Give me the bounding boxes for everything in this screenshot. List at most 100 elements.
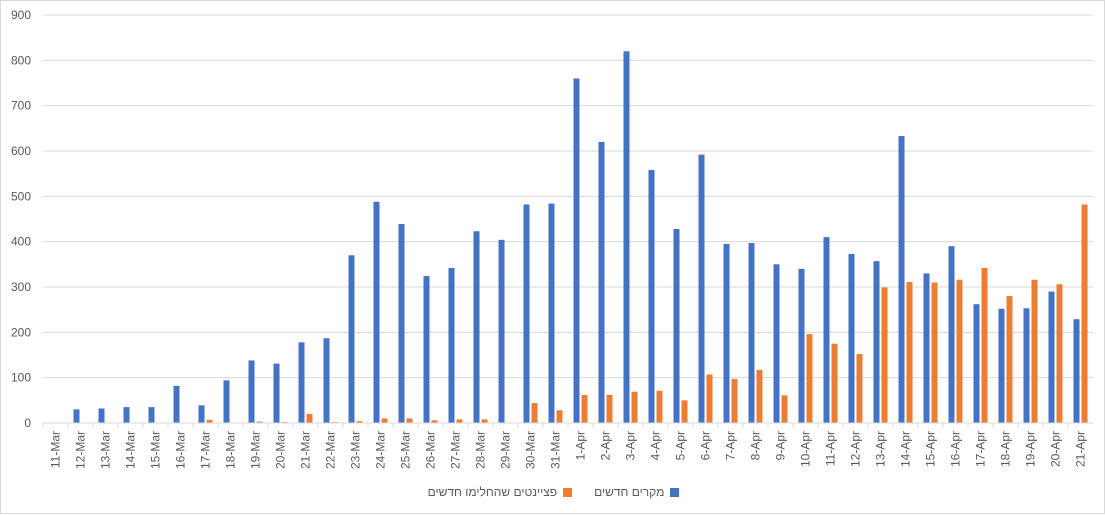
bar-series1 [374, 202, 380, 423]
y-tick-label: 200 [11, 325, 31, 339]
bar-series2 [582, 395, 588, 423]
x-tick-label: 19-Mar [249, 431, 263, 469]
legend-label-series2: פציינטים שהחלימו חדשים [428, 485, 557, 499]
bar-series1 [1074, 319, 1080, 423]
bar-series2 [632, 392, 638, 423]
bar-series1 [1049, 292, 1055, 423]
bar-series1 [99, 408, 105, 423]
legend-swatch-series2 [563, 488, 572, 497]
x-tick-label: 11-Apr [824, 431, 838, 466]
y-tick-label: 500 [11, 189, 31, 203]
x-tick-label: 29-Mar [499, 431, 513, 469]
bar-series1 [399, 224, 405, 423]
x-tick-label: 8-Apr [749, 431, 763, 460]
bar-series1 [649, 170, 655, 423]
y-tick-label: 100 [11, 371, 31, 385]
bar-series1 [674, 229, 680, 423]
x-tick-label: 3-Apr [624, 431, 638, 460]
legend-label-series1: מקרים חדשים [594, 485, 664, 499]
x-tick-label: 13-Apr [874, 431, 888, 467]
bar-series2 [657, 391, 663, 423]
x-tick-label: 14-Mar [124, 431, 138, 469]
x-tick-label: 7-Apr [724, 431, 738, 460]
bar-series1 [474, 231, 480, 423]
bar-series1 [899, 136, 905, 423]
bar-series1 [199, 405, 205, 423]
x-tick-label: 11-Mar [49, 431, 63, 468]
bar-series2 [982, 268, 988, 423]
x-tick-label: 18-Mar [224, 431, 238, 469]
bar-series1 [849, 254, 855, 423]
bar-series1 [274, 364, 280, 423]
x-tick-label: 25-Mar [399, 431, 413, 469]
bar-series1 [349, 255, 355, 423]
bar-series1 [949, 246, 955, 423]
bar-series1 [599, 142, 605, 423]
bar-series2 [882, 287, 888, 423]
bar-series1 [249, 360, 255, 423]
bar-series2 [382, 418, 388, 423]
bar-series1 [799, 269, 805, 423]
bar-series2 [607, 395, 613, 423]
x-tick-label: 21-Apr [1074, 431, 1088, 467]
x-tick-label: 6-Apr [699, 431, 713, 460]
x-tick-label: 23-Mar [349, 431, 363, 469]
x-tick-label: 5-Apr [674, 431, 688, 460]
x-tick-label: 19-Apr [1024, 431, 1038, 467]
bar-series1 [624, 51, 630, 423]
legend-swatch-series1 [670, 488, 679, 497]
x-tick-label: 15-Mar [149, 431, 163, 469]
y-tick-label: 800 [11, 53, 31, 67]
y-tick-label: 700 [11, 99, 31, 113]
bar-series2 [807, 334, 813, 423]
y-tick-label: 0 [24, 416, 31, 430]
bar-series2 [907, 282, 913, 423]
x-tick-label: 28-Mar [474, 431, 488, 469]
bar-series2 [557, 410, 563, 423]
bar-series1 [224, 380, 230, 423]
x-tick-label: 22-Mar [324, 431, 338, 469]
legend-item-series1: מקרים חדשים [594, 485, 679, 499]
bar-series2 [407, 418, 413, 423]
bar-series2 [682, 400, 688, 423]
bar-series1 [999, 309, 1005, 423]
bar-series1 [699, 155, 705, 423]
bar-series1 [874, 261, 880, 423]
x-tick-label: 17-Apr [974, 431, 988, 467]
legend-item-series2: פציינטים שהחלימו חדשים [428, 485, 572, 499]
x-tick-label: 18-Apr [999, 431, 1013, 467]
x-tick-label: 26-Mar [424, 431, 438, 469]
x-tick-label: 9-Apr [774, 431, 788, 460]
x-tick-label: 17-Mar [199, 431, 213, 469]
bar-series2 [707, 374, 713, 423]
bar-series1 [974, 304, 980, 423]
bar-series2 [932, 282, 938, 423]
bar-series1 [324, 338, 330, 423]
bar-series2 [757, 370, 763, 423]
y-tick-label: 400 [11, 235, 31, 249]
bar-series1 [574, 78, 580, 423]
bar-series2 [957, 280, 963, 423]
x-tick-label: 16-Mar [174, 431, 188, 469]
bar-series1 [824, 237, 830, 423]
bar-series1 [149, 407, 155, 423]
y-tick-label: 600 [11, 144, 31, 158]
bar-series2 [1057, 284, 1063, 423]
x-tick-label: 12-Apr [849, 431, 863, 467]
bar-series2 [307, 414, 313, 423]
x-tick-label: 10-Apr [799, 431, 813, 467]
bar-series1 [774, 264, 780, 423]
x-tick-label: 24-Mar [374, 431, 388, 469]
bar-series1 [749, 243, 755, 423]
bar-series1 [524, 204, 530, 423]
bar-series1 [724, 244, 730, 423]
bar-series2 [532, 403, 538, 423]
x-tick-label: 20-Mar [274, 431, 288, 469]
bar-series2 [857, 354, 863, 423]
x-tick-label: 21-Mar [299, 431, 313, 469]
bar-series1 [1024, 308, 1030, 423]
x-tick-label: 31-Mar [549, 431, 563, 469]
bar-series2 [1007, 296, 1013, 423]
bar-series2 [457, 419, 463, 423]
